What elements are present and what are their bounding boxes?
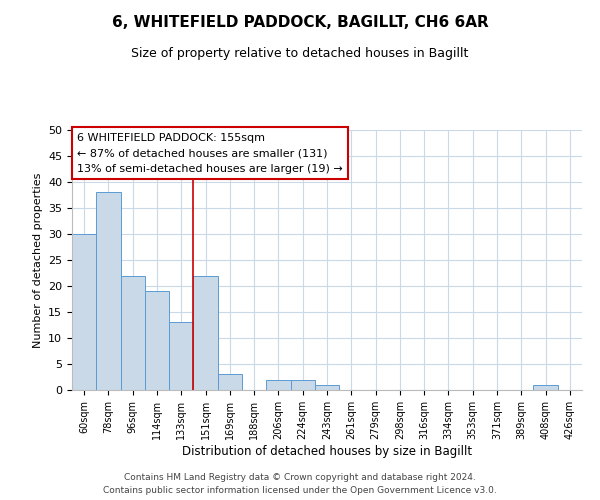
- Text: 6, WHITEFIELD PADDOCK, BAGILLT, CH6 6AR: 6, WHITEFIELD PADDOCK, BAGILLT, CH6 6AR: [112, 15, 488, 30]
- Bar: [145, 291, 169, 390]
- Text: 6 WHITEFIELD PADDOCK: 155sqm
← 87% of detached houses are smaller (131)
13% of s: 6 WHITEFIELD PADDOCK: 155sqm ← 87% of de…: [77, 132, 343, 174]
- Text: Contains HM Land Registry data © Crown copyright and database right 2024.
Contai: Contains HM Land Registry data © Crown c…: [103, 474, 497, 495]
- Y-axis label: Number of detached properties: Number of detached properties: [32, 172, 43, 348]
- Bar: [315, 385, 339, 390]
- X-axis label: Distribution of detached houses by size in Bagillt: Distribution of detached houses by size …: [182, 444, 472, 458]
- Bar: [169, 322, 193, 390]
- Bar: [290, 380, 315, 390]
- Text: Size of property relative to detached houses in Bagillt: Size of property relative to detached ho…: [131, 48, 469, 60]
- Bar: [96, 192, 121, 390]
- Bar: [533, 385, 558, 390]
- Bar: [121, 276, 145, 390]
- Bar: [266, 380, 290, 390]
- Bar: [218, 374, 242, 390]
- Bar: [72, 234, 96, 390]
- Bar: [193, 276, 218, 390]
